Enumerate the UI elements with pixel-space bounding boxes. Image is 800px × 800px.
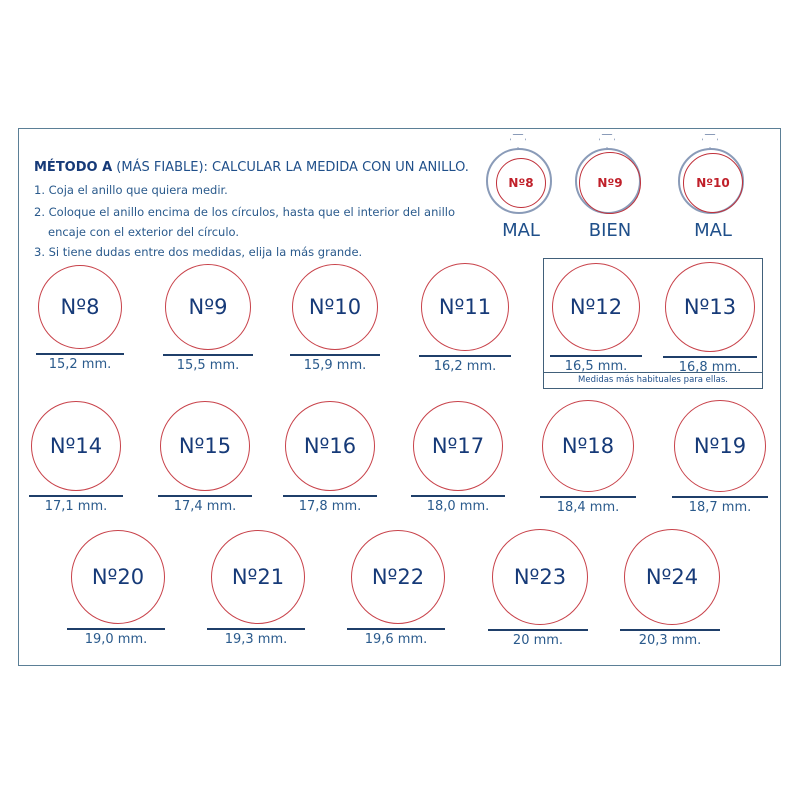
size-mm: 18,0 mm. xyxy=(426,499,490,514)
size-mm: 18,4 mm. xyxy=(556,500,620,515)
size-circle: Nº18 xyxy=(542,400,634,492)
fit-example-small: Nº8 MAL xyxy=(478,130,564,245)
example-circle: Nº9 xyxy=(579,152,641,214)
diameter-line xyxy=(158,495,252,497)
size-mm: 15,5 mm. xyxy=(176,358,240,373)
size-circle: Nº22 xyxy=(351,530,445,624)
example-label: Nº9 xyxy=(597,176,623,190)
size-label: Nº13 xyxy=(683,295,737,319)
size-mm: 19,0 mm. xyxy=(84,632,148,647)
size-circle: Nº10 xyxy=(292,264,378,350)
ring-icon xyxy=(678,148,744,214)
size-label: Nº18 xyxy=(561,434,615,458)
size-label: Nº20 xyxy=(91,565,145,589)
method-title: MÉTODO A (MÁS FIABLE): CALCULAR LA MEDID… xyxy=(34,160,469,175)
diameter-line xyxy=(67,628,165,630)
diameter-line xyxy=(290,354,380,356)
size-label: Nº22 xyxy=(371,565,425,589)
size-mm: 19,3 mm. xyxy=(224,632,288,647)
diameter-line xyxy=(29,495,123,497)
size-circle: Nº9 xyxy=(165,264,251,350)
diameter-line xyxy=(36,353,124,355)
example-verdict: MAL xyxy=(694,220,732,241)
diameter-line xyxy=(663,356,757,358)
common-sizes-box: Medidas más habituales para ellas. xyxy=(543,258,763,389)
diameter-line xyxy=(550,355,642,357)
step-3: 3. Si tiene dudas entre dos medidas, eli… xyxy=(34,245,363,259)
ring-gem-icon xyxy=(702,134,718,148)
size-label: Nº12 xyxy=(569,295,623,319)
size-circle: Nº11 xyxy=(421,263,509,351)
step-1: 1. Coja el anillo que quiera medir. xyxy=(34,183,228,197)
example-circle: Nº10 xyxy=(683,153,743,213)
fit-example-exact: Nº9 BIEN xyxy=(567,130,653,245)
size-circle: Nº14 xyxy=(31,401,121,491)
size-mm: 20,3 mm. xyxy=(638,633,702,648)
size-mm: 15,9 mm. xyxy=(303,358,367,373)
diameter-line xyxy=(540,496,636,498)
size-mm: 17,4 mm. xyxy=(173,499,237,514)
size-mm: 16,5 mm. xyxy=(564,359,628,374)
size-circle: Nº21 xyxy=(211,530,305,624)
method-title-rest: (MÁS FIABLE): CALCULAR LA MEDIDA CON UN … xyxy=(112,160,469,175)
diameter-line xyxy=(163,354,253,356)
size-circle: Nº19 xyxy=(674,400,766,492)
size-label: Nº14 xyxy=(49,434,103,458)
size-circle: Nº8 xyxy=(38,265,122,349)
diameter-line xyxy=(419,355,511,357)
sheet-frame xyxy=(18,128,781,666)
size-label: Nº8 xyxy=(60,295,100,319)
size-label: Nº17 xyxy=(431,434,485,458)
size-label: Nº16 xyxy=(303,434,357,458)
fit-example-large: Nº10 MAL xyxy=(670,130,756,245)
size-label: Nº24 xyxy=(645,565,699,589)
size-label: Nº21 xyxy=(231,565,285,589)
size-mm: 17,8 mm. xyxy=(298,499,362,514)
size-circle: Nº12 xyxy=(552,263,640,351)
size-mm: 18,7 mm. xyxy=(688,500,752,515)
size-circle: Nº20 xyxy=(71,530,165,624)
diameter-line xyxy=(672,496,768,498)
size-circle: Nº23 xyxy=(492,529,588,625)
diameter-line xyxy=(488,629,588,631)
size-label: Nº10 xyxy=(308,295,362,319)
size-label: Nº9 xyxy=(188,295,228,319)
size-circle: Nº16 xyxy=(285,401,375,491)
size-label: Nº11 xyxy=(438,295,492,319)
size-mm: 16,2 mm. xyxy=(433,359,497,374)
size-circle: Nº17 xyxy=(413,401,503,491)
method-title-bold: MÉTODO A xyxy=(34,160,113,175)
size-mm: 19,6 mm. xyxy=(364,632,428,647)
size-label: Nº19 xyxy=(693,434,747,458)
size-mm: 15,2 mm. xyxy=(48,357,112,372)
common-sizes-note: Medidas más habituales para ellas. xyxy=(544,372,762,388)
diameter-line xyxy=(411,495,505,497)
size-label: Nº15 xyxy=(178,434,232,458)
size-mm: 16,8 mm. xyxy=(678,360,742,375)
diameter-line xyxy=(347,628,445,630)
step-2-cont: encaje con el exterior del círculo. xyxy=(48,225,240,239)
example-verdict: MAL xyxy=(502,220,540,241)
example-circle: Nº8 xyxy=(496,158,546,208)
diameter-line xyxy=(207,628,305,630)
ring-icon xyxy=(486,148,552,214)
size-mm: 17,1 mm. xyxy=(44,499,108,514)
size-circle: Nº13 xyxy=(665,262,755,352)
step-2: 2. Coloque el anillo encima de los círcu… xyxy=(34,205,455,219)
diameter-line xyxy=(283,495,377,497)
ring-gem-icon xyxy=(599,134,615,148)
size-circle: Nº24 xyxy=(624,529,720,625)
example-label: Nº10 xyxy=(696,176,730,190)
example-verdict: BIEN xyxy=(588,220,632,241)
size-mm: 20 mm. xyxy=(512,633,564,648)
ring-gem-icon xyxy=(510,134,526,148)
diameter-line xyxy=(620,629,720,631)
size-label: Nº23 xyxy=(513,565,567,589)
example-label: Nº8 xyxy=(508,176,534,190)
size-circle: Nº15 xyxy=(160,401,250,491)
